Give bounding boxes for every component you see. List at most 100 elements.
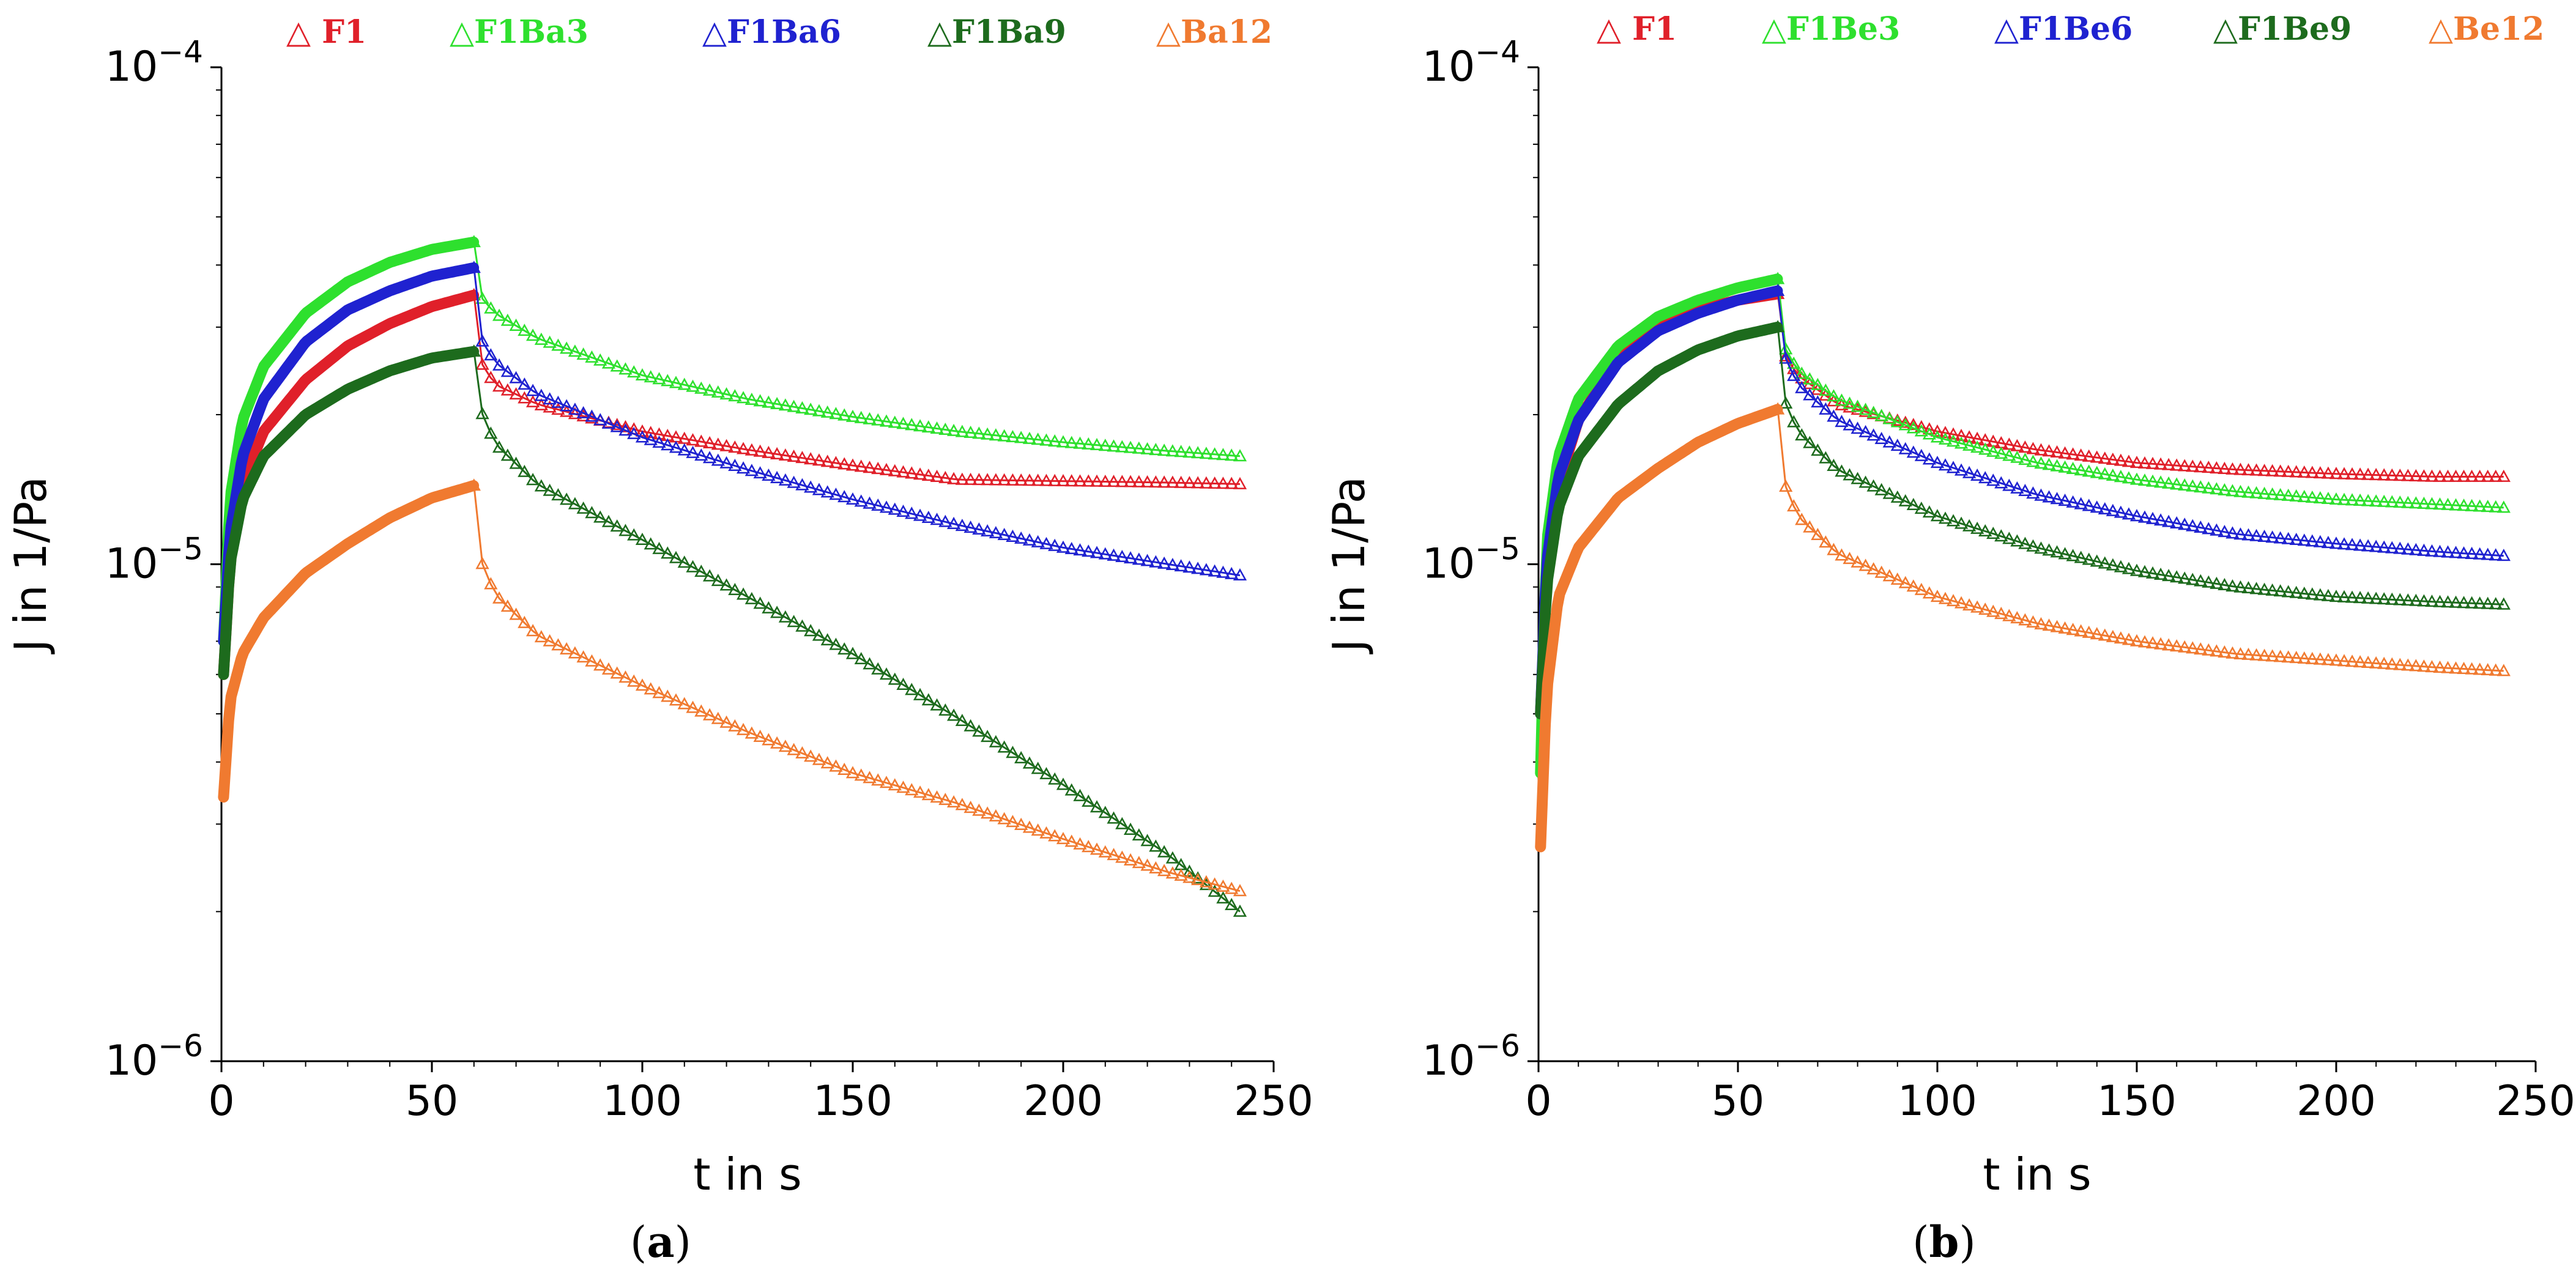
data-point [770,396,784,409]
data-point [2385,657,2399,670]
data-point [1906,445,1921,458]
data-point [795,746,809,759]
data-point [762,733,776,746]
data-point [921,420,935,433]
data-point [2218,645,2232,658]
data-point [2098,556,2112,569]
data-point [2145,636,2160,649]
data-point [2066,549,2080,561]
data-point [1165,866,1180,879]
data-point [879,462,894,475]
data-point [1174,445,1188,458]
data-point [1115,817,1129,829]
data-point [744,464,759,476]
data-point [2066,495,2080,508]
data-point [2018,536,2032,549]
data-point [728,458,742,471]
data-point [1006,746,1020,758]
data-point [736,722,751,735]
data-point [1208,564,1222,577]
data-point [2114,470,2128,483]
data-point [2186,479,2200,492]
data-point [560,341,574,354]
data-point [2082,464,2096,477]
data-point [2129,472,2144,485]
data-point [1208,476,1222,489]
data-point [1006,815,1020,828]
data-point [2449,546,2463,558]
data-point [2257,530,2271,543]
data-point [2481,469,2495,482]
data-point [1835,548,1849,561]
data-point [921,469,935,481]
data-point [2377,468,2391,481]
data-point [2050,459,2064,472]
data-point [1064,783,1078,796]
data-point [938,422,952,435]
data-point [2321,653,2336,665]
data-point [2002,609,2016,621]
creep-curve [218,480,480,803]
data-point [1843,418,1857,431]
data-point [1890,572,1904,585]
data-point [1922,452,1937,465]
data-point [1107,548,1121,561]
data-point [1006,529,1020,542]
data-point [2129,509,2144,522]
data-point [1039,767,1053,780]
data-point [2273,464,2287,477]
data-point [2441,595,2455,608]
data-point [1073,788,1087,801]
data-point [1140,858,1154,871]
data-point [2210,461,2224,474]
data-point [2241,485,2255,498]
data-point [770,447,784,459]
data-point [2329,536,2344,549]
data-point [2002,532,2016,544]
data-point [669,693,683,706]
data-point [955,798,970,810]
data-point [518,464,532,477]
data-point [2121,632,2136,645]
data-point [896,780,910,793]
data-point [627,365,641,378]
data-point [694,448,708,461]
data-point [1858,475,1873,488]
y-tick-label: 10−4 [1422,34,1520,91]
data-point [2026,454,2040,467]
data-point [2329,467,2344,480]
data-point [585,506,599,519]
data-point [2194,480,2208,493]
data-point [2241,528,2255,541]
data-point [2481,596,2495,609]
data-point [1970,521,1984,534]
data-point [2321,536,2336,549]
data-point [1803,388,1817,401]
data-point [2137,473,2152,486]
data-point [644,537,658,550]
data-point [2034,456,2048,469]
data-point [905,683,919,695]
data-point [1014,750,1028,763]
data-point [2289,651,2303,664]
data-point [2098,502,2112,515]
data-point [845,458,860,471]
data-point [1835,415,1849,428]
data-point [770,736,784,749]
data-point [2114,560,2128,573]
data-point [2082,625,2096,638]
data-point [1098,547,1112,560]
data-point [1165,557,1180,571]
data-point [1208,877,1222,890]
data-point [2218,525,2232,538]
data-point [652,427,666,440]
data-point [2321,466,2336,479]
data-point [1850,402,1865,415]
data-point [778,448,793,461]
data-point [509,318,523,331]
data-point [744,392,759,406]
data-point [2361,591,2375,604]
data-point [820,405,834,418]
data-point [854,494,868,507]
data-point [2090,450,2104,463]
